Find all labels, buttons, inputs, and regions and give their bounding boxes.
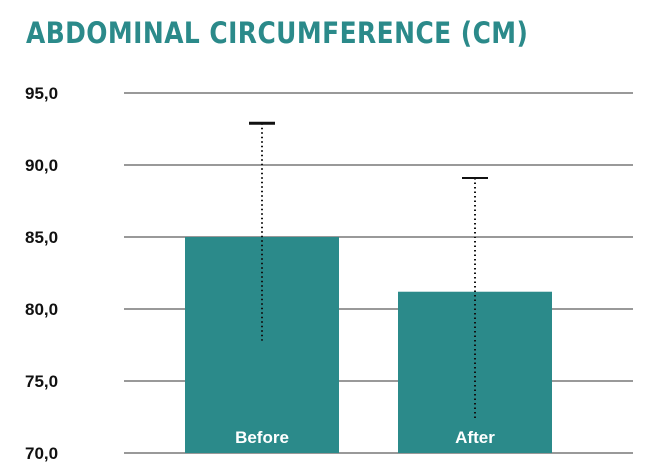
y-tick-label: 70,0 — [25, 444, 58, 463]
bar — [185, 237, 339, 453]
y-tick-label: 90,0 — [25, 156, 58, 175]
bar-category-label: After — [455, 428, 495, 447]
y-tick-label: 85,0 — [25, 228, 58, 247]
y-tick-label: 80,0 — [25, 300, 58, 319]
bar-category-label: Before — [235, 428, 289, 447]
chart-title: ABDOMINAL CIRCUMFERENCE (CM) — [26, 16, 529, 50]
y-tick-label: 95,0 — [25, 84, 58, 103]
y-tick-label: 75,0 — [25, 372, 58, 391]
